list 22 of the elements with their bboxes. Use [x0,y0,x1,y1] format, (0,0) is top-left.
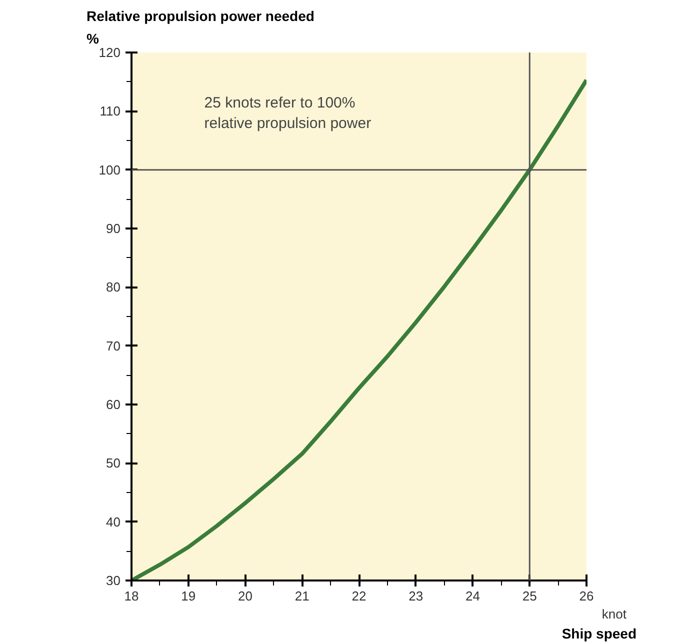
y-axis-title: Relative propulsion power needed % [86,8,314,46]
x-tick-label: 19 [181,588,196,604]
x-tick-label: 24 [466,588,480,604]
y-tick-label: 110 [100,104,121,119]
x-tick-label: 20 [238,588,252,604]
x-axis-title: knot Ship speed [562,606,637,642]
x-tick-label: 18 [124,588,139,604]
x-tick-label: 22 [352,588,366,604]
y-tick-label: 120 [98,45,121,60]
y-tick-label: 60 [106,397,121,412]
x-tick-label: 25 [522,588,537,604]
x-tick-label: 23 [408,588,424,604]
x-tick-label: 26 [579,588,594,604]
annotation: 25 knots refer to 100% relative propulsion power [204,94,372,132]
y-tick-label: 30 [106,573,121,588]
y-tick-label: 40 [106,514,121,530]
y-tick-label: 80 [106,280,121,295]
y-tick-label: 100 [98,162,121,178]
x-tick-label: 21 [294,588,310,604]
y-tick-label: 70 [106,338,121,354]
y-tick-label: 90 [106,221,121,236]
y-tick-label: 50 [106,456,121,471]
